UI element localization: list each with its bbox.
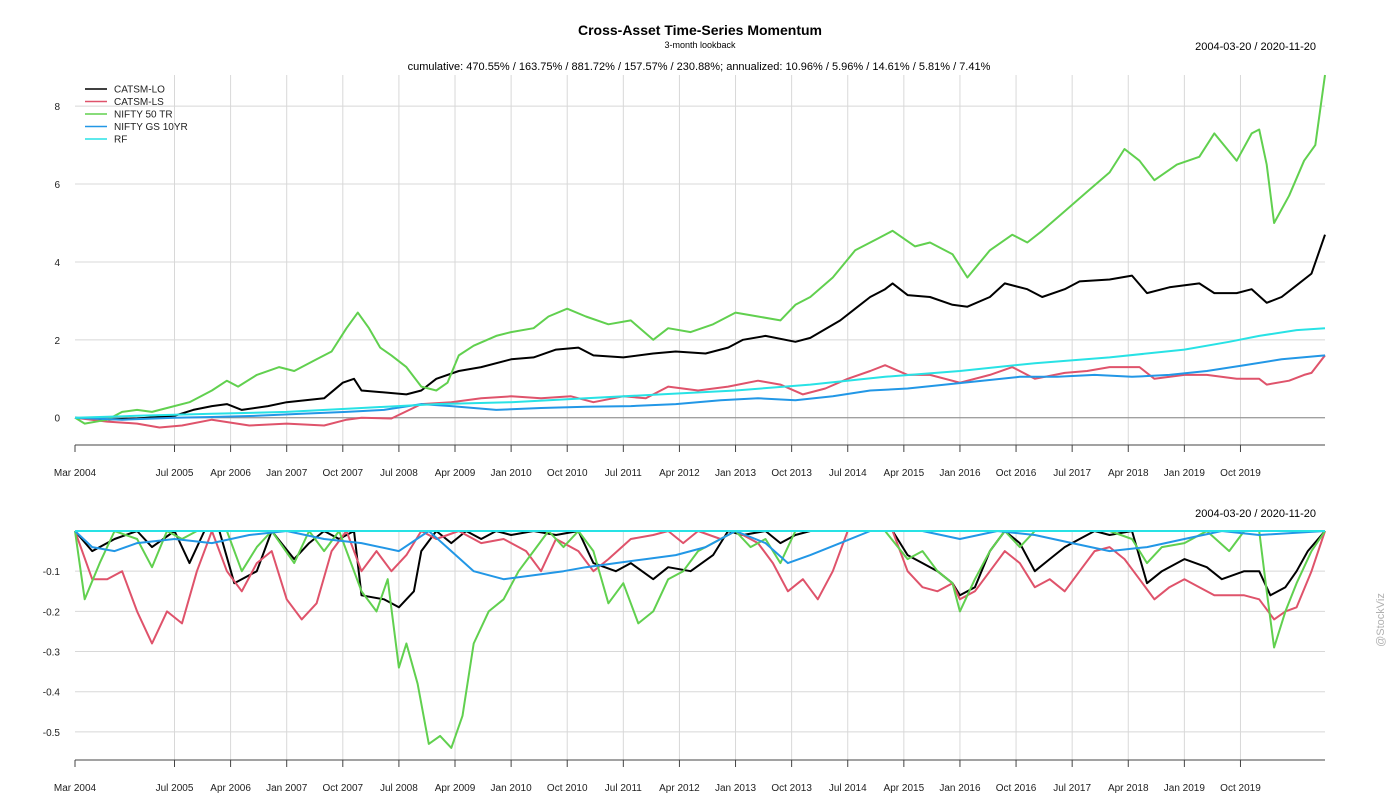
drawdown-xtick-label: Jul 2005	[156, 783, 194, 794]
cumulative-xtick-label: Apr 2012	[659, 468, 700, 479]
legend-label: CATSM-LS	[114, 97, 164, 108]
cumulative-series-nifty-50-tr	[74, 74, 1326, 425]
cumulative-xtick-label: Jan 2019	[1164, 468, 1206, 479]
cumulative-ytick-label: 0	[54, 414, 60, 425]
drawdown-xtick-label: Oct 2016	[996, 783, 1037, 794]
drawdown-ytick-label: -0.3	[43, 648, 61, 659]
cumulative-series-catsm-lo	[74, 234, 1326, 421]
cumulative-series-catsm-ls	[74, 354, 1326, 429]
legend-label: NIFTY GS 10YR	[114, 122, 188, 133]
cumulative-xtick-label: Jul 2017	[1053, 468, 1091, 479]
drawdown-date-range-label: 2004-03-20 / 2020-11-20	[1195, 508, 1316, 520]
drawdown-ytick-label: -0.4	[43, 688, 61, 699]
stats-line: cumulative: 470.55% / 163.75% / 881.72% …	[408, 61, 991, 73]
drawdown-xtick-label: Jul 2017	[1053, 783, 1091, 794]
drawdown-xtick-label: Apr 2009	[435, 783, 476, 794]
cumulative-ytick-label: 8	[54, 102, 60, 113]
legend-label: NIFTY 50 TR	[114, 110, 173, 121]
cumulative-xtick-label: Oct 2007	[323, 468, 364, 479]
cumulative-xtick-label: Jul 2011	[605, 468, 643, 479]
cumulative-ytick-label: 6	[54, 180, 60, 191]
cumulative-xtick-label: Oct 2013	[771, 468, 812, 479]
cumulative-ytick-label: 2	[54, 336, 60, 347]
cumulative-xtick-label: Oct 2010	[547, 468, 588, 479]
drawdown-xtick-label: Apr 2006	[210, 783, 251, 794]
cumulative-xtick-label: Apr 2006	[210, 468, 251, 479]
drawdown-xtick-label: Jan 2010	[491, 783, 533, 794]
cumulative-xtick-label: Jan 2016	[939, 468, 981, 479]
cumulative-xtick-label: Jan 2013	[715, 468, 757, 479]
legend-label: RF	[114, 135, 127, 146]
legend-label: CATSM-LO	[114, 85, 165, 96]
cumulative-xtick-label: Jan 2007	[266, 468, 308, 479]
watermark: @StockViz	[1375, 593, 1387, 647]
drawdown-series-nifty-gs-10yr	[74, 530, 1326, 581]
cumulative-ytick-label: 4	[54, 258, 60, 269]
cumulative-series-nifty-gs-10yr	[74, 354, 1326, 421]
drawdown-xtick-label: Oct 2013	[771, 783, 812, 794]
drawdown-xtick-label: Jul 2011	[605, 783, 643, 794]
cumulative-xtick-label: Jan 2010	[491, 468, 533, 479]
cumulative-xtick-label: Apr 2018	[1108, 468, 1149, 479]
drawdown-ytick-label: -0.5	[43, 728, 61, 739]
cumulative-xtick-label: Apr 2009	[435, 468, 476, 479]
drawdown-xtick-label: Apr 2018	[1108, 783, 1149, 794]
chart-title: Cross-Asset Time-Series Momentum	[578, 22, 822, 38]
drawdown-xtick-label: Apr 2015	[884, 783, 925, 794]
cumulative-xtick-label: Jul 2014	[829, 468, 867, 479]
drawdown-xtick-label: Apr 2012	[659, 783, 700, 794]
drawdown-panel: -0.1 -0.2 -0.3 -0.4 -0.5 Mar 2004 Jul 2005 Apr …	[43, 530, 1326, 794]
drawdown-xtick-label: Jan 2013	[715, 783, 757, 794]
drawdown-xtick-label: Mar 2004	[54, 783, 97, 794]
drawdown-xtick-label: Jan 2007	[266, 783, 308, 794]
cumulative-series-rf	[74, 327, 1326, 419]
cumulative-xtick-label: Apr 2015	[884, 468, 925, 479]
drawdown-ytick-label: -0.2	[43, 607, 61, 618]
chart-subtitle: 3-month lookback	[664, 40, 736, 50]
drawdown-xtick-label: Jan 2016	[939, 783, 981, 794]
drawdown-xtick-label: Oct 2007	[323, 783, 364, 794]
drawdown-xtick-label: Jan 2019	[1164, 783, 1206, 794]
drawdown-xtick-label: Jul 2014	[829, 783, 867, 794]
cumulative-xtick-label: Jul 2008	[380, 468, 418, 479]
drawdown-xtick-label: Oct 2019	[1220, 783, 1261, 794]
cumulative-xtick-label: Oct 2019	[1220, 468, 1261, 479]
drawdown-xtick-label: Jul 2008	[380, 783, 418, 794]
drawdown-ytick-label: -0.1	[43, 567, 61, 578]
date-range-label: 2004-03-20 / 2020-11-20	[1195, 41, 1316, 53]
drawdown-series-nifty-50-tr	[74, 530, 1326, 749]
cumulative-panel: 0 2 4 6 8 Mar 2004 Jul 2005 Apr 2006 Jan 2007 Oct…	[54, 74, 1326, 479]
drawdown-series-catsm-lo	[74, 530, 1326, 609]
cumulative-xtick-label: Oct 2016	[996, 468, 1037, 479]
drawdown-xtick-label: Oct 2010	[547, 783, 588, 794]
cumulative-xtick-label: Jul 2005	[156, 468, 194, 479]
cumulative-xtick-label: Mar 2004	[54, 468, 97, 479]
